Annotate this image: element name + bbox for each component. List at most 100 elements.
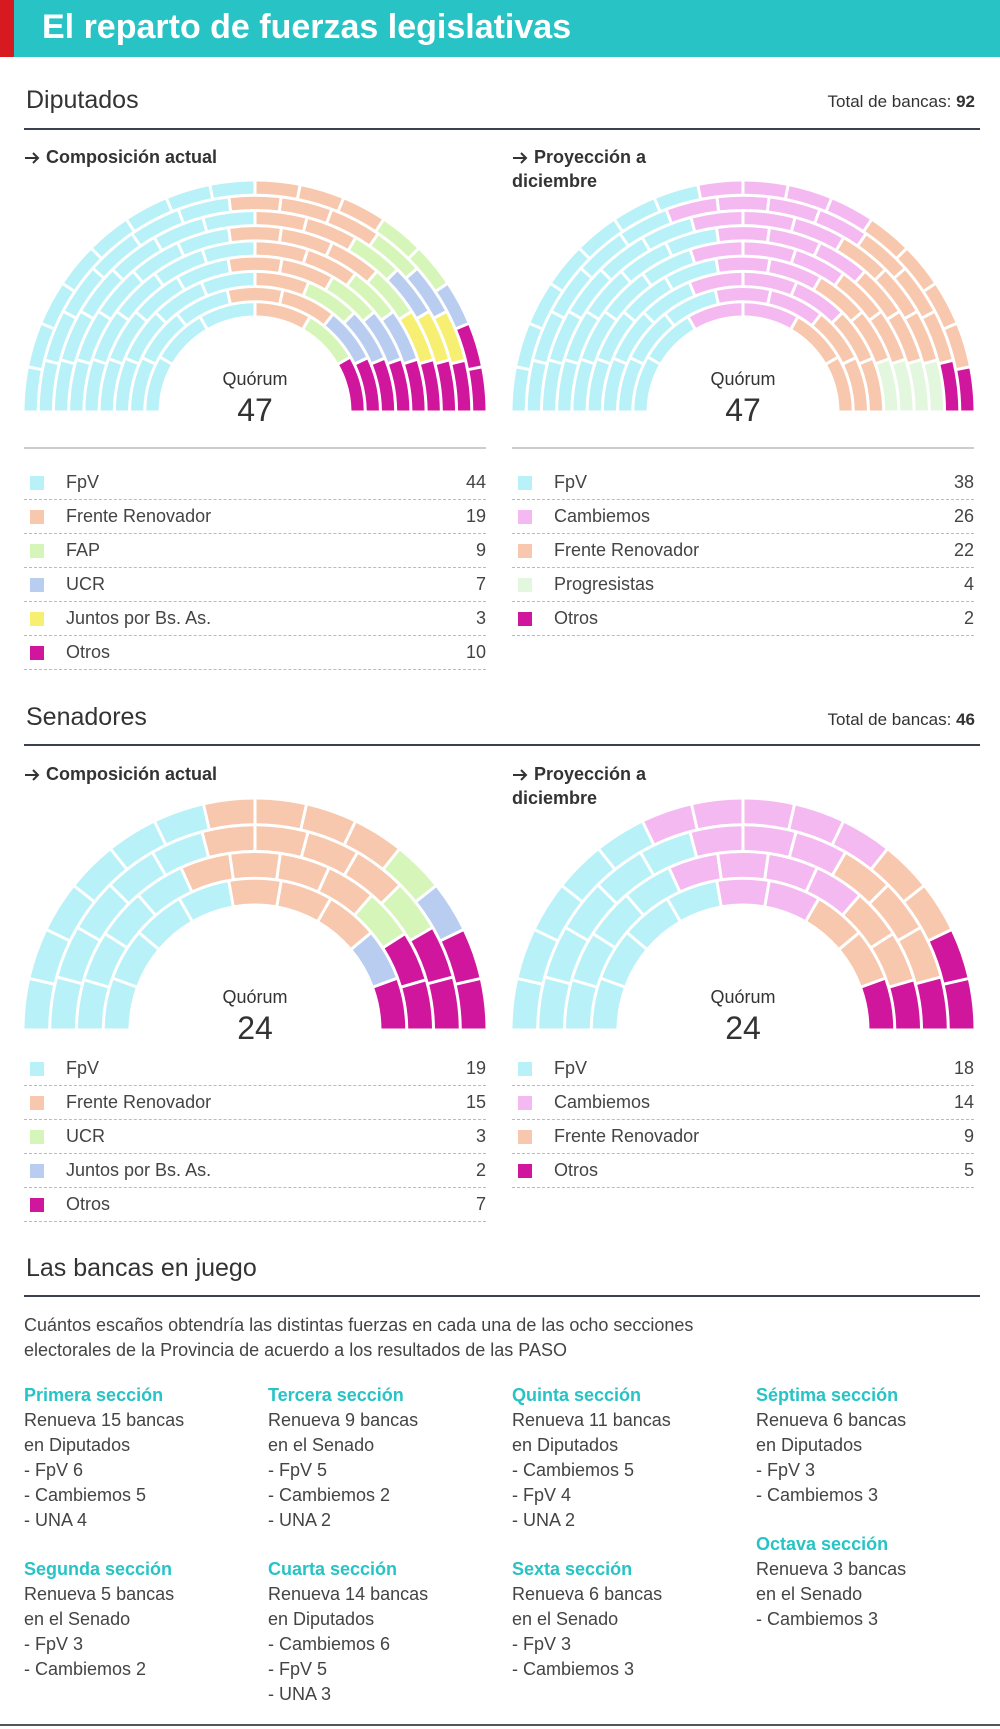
section-line: en Diputados — [24, 1435, 131, 1455]
seat — [369, 273, 410, 318]
seat — [79, 886, 127, 939]
seat — [24, 980, 54, 1029]
legend-name: FpV — [66, 1058, 100, 1078]
legend-swatch — [518, 1062, 532, 1076]
seat — [24, 368, 41, 411]
seat — [54, 361, 74, 411]
legend-value: 3 — [475, 608, 486, 628]
section-name: Cuarta sección — [268, 1559, 398, 1579]
header: El reparto de fuerzas legislativas — [0, 0, 1000, 57]
seat — [143, 316, 185, 363]
legend-swatch — [518, 510, 532, 524]
seat — [256, 242, 306, 262]
seat — [581, 221, 621, 257]
seat — [371, 235, 416, 277]
seat — [552, 250, 588, 290]
section-block: Octava sección Renueva 3 bancas en el Sena… — [756, 1532, 1000, 1632]
seat — [356, 897, 404, 946]
seat — [615, 314, 653, 363]
section-line: - UNA 4 — [24, 1510, 88, 1530]
section-line: en el Senado — [24, 1609, 131, 1629]
seat — [834, 854, 887, 902]
seat — [388, 271, 428, 317]
seat — [808, 869, 858, 914]
seat — [328, 211, 377, 245]
legend-separator — [512, 567, 974, 568]
total-label: Total de bancas: — [827, 92, 952, 111]
rule — [24, 128, 980, 130]
arrow-icon — [25, 152, 40, 164]
legend-swatch — [30, 612, 44, 626]
seat — [39, 361, 58, 411]
seat — [816, 211, 865, 245]
seat — [111, 854, 164, 902]
seat — [642, 833, 695, 874]
seat — [128, 199, 171, 230]
legend-separator — [512, 1187, 974, 1188]
seat — [327, 279, 373, 320]
section-line: - Cambiemos 5 — [512, 1460, 635, 1480]
chart-title: Composición actual — [24, 145, 224, 169]
seat — [871, 313, 904, 362]
seat — [909, 361, 928, 411]
seat — [114, 239, 160, 279]
section-name: Segunda sección — [24, 1559, 173, 1579]
legend-swatch — [518, 476, 532, 490]
seat — [852, 313, 888, 362]
seat — [156, 805, 208, 844]
section-line: Renueva 14 bancas — [268, 1584, 429, 1604]
rule — [24, 447, 486, 449]
seat — [94, 235, 139, 277]
seat — [278, 882, 329, 920]
seat — [592, 980, 624, 1029]
seat — [582, 313, 615, 362]
section-block: Primera sección Renueva 15 bancas en Diput… — [24, 1383, 268, 1533]
section-line: en el Senado — [512, 1609, 619, 1629]
seat — [204, 211, 254, 231]
section-line: Renueva 3 bancas — [756, 1559, 907, 1579]
seat — [281, 291, 332, 324]
seat — [115, 360, 138, 411]
seat — [140, 869, 190, 914]
section-line: Renueva 6 bancas — [756, 1410, 907, 1430]
seat — [890, 981, 920, 1029]
legend-swatch — [518, 544, 532, 558]
legend-name: FpV — [554, 1058, 588, 1078]
section-line: - Cambiemos 2 — [268, 1485, 391, 1505]
section-line: - FpV 6 — [24, 1460, 84, 1480]
quorum-label: Quórum — [222, 987, 288, 1007]
description: Cuántos escaños obtendría las distintas … — [24, 1313, 693, 1363]
seat — [570, 271, 610, 317]
legend-name: Otros — [66, 1194, 111, 1214]
seat — [807, 900, 858, 948]
seat — [328, 244, 375, 281]
section-line: - Cambiemos 3 — [512, 1659, 635, 1679]
seat — [792, 318, 837, 363]
seat — [692, 242, 742, 262]
quorum-label: Quórum — [710, 369, 776, 389]
section-line: - Cambiemos 2 — [24, 1659, 147, 1679]
seat — [106, 897, 154, 946]
seat — [230, 196, 280, 211]
rule — [24, 744, 980, 746]
seat — [656, 186, 699, 210]
legend-name: FAP — [66, 540, 101, 560]
legend-value: 3 — [475, 1126, 486, 1146]
seat — [895, 270, 933, 317]
seat — [925, 285, 956, 328]
section-line: - Cambiemos 3 — [756, 1485, 879, 1505]
legend-swatch — [30, 476, 44, 490]
seat — [65, 270, 103, 317]
seat — [877, 360, 898, 411]
seat — [421, 361, 440, 411]
section-column: Séptima sección Renueva 6 bancas en Diputa… — [756, 1383, 1000, 1729]
legend-name: Juntos por Bs. As. — [66, 608, 212, 628]
legend-value: 44 — [465, 472, 486, 492]
legend-value: 10 — [465, 642, 486, 662]
legend-separator — [24, 533, 486, 534]
chart-title-text: Composición actual — [46, 147, 218, 167]
seat — [645, 284, 694, 322]
seat — [230, 879, 280, 906]
parliament-chart — [512, 799, 974, 1029]
seat — [666, 291, 717, 324]
